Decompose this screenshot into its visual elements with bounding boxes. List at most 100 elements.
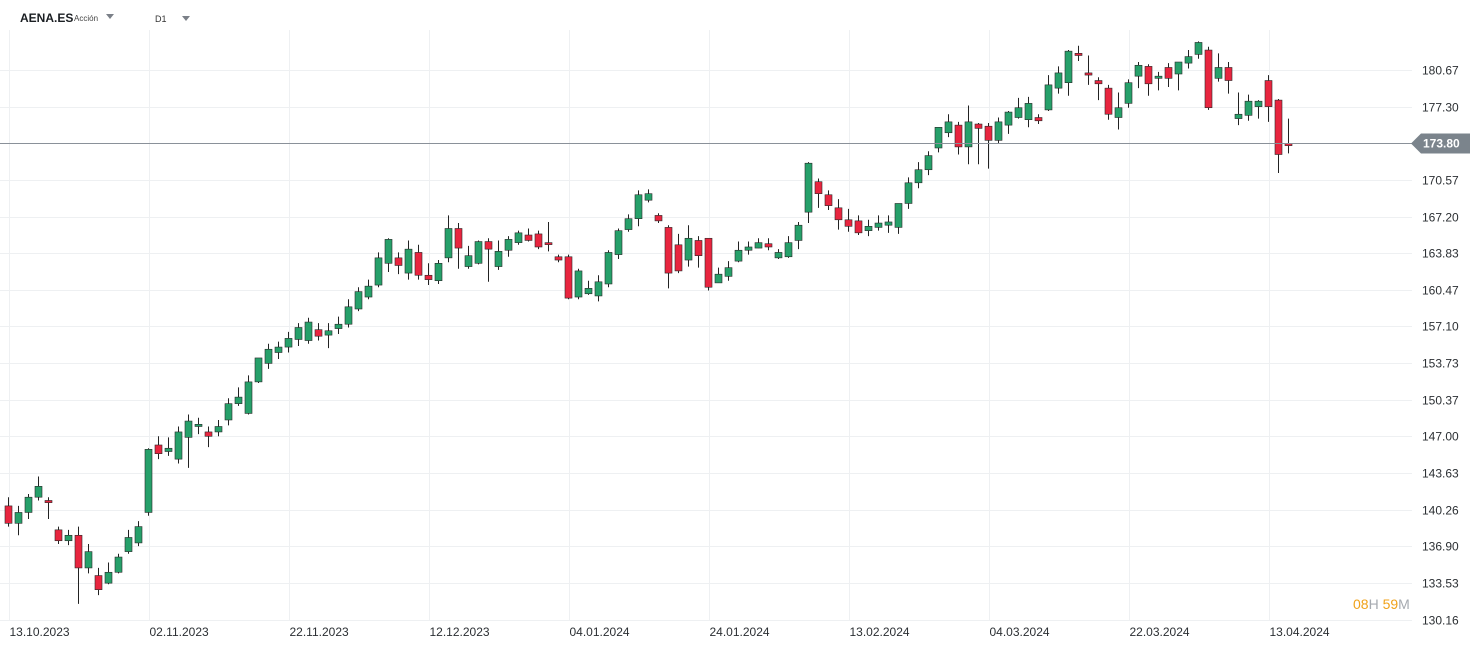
candle-body-up <box>474 241 483 264</box>
symbol-name[interactable]: AENA.ES <box>20 11 74 25</box>
candle <box>954 121 963 155</box>
candle-body-down <box>1084 72 1093 76</box>
candle-body-up <box>384 239 393 264</box>
candle-body-up <box>624 218 633 230</box>
candle-body-down <box>564 256 573 299</box>
candle-body-up <box>914 169 923 184</box>
price-tick-label: 130.16 <box>1422 614 1459 628</box>
instrument-type-label: Acción <box>74 14 99 23</box>
candle <box>154 436 163 460</box>
candle <box>164 437 173 456</box>
symbol-dropdown-chevron-icon[interactable] <box>106 14 114 19</box>
candle-body-up <box>584 288 593 295</box>
candle-body-up <box>614 230 623 255</box>
candle <box>844 208 853 232</box>
candle-body-up <box>1134 64 1143 77</box>
candle-body-up <box>284 338 293 348</box>
price-tick-label: 157.10 <box>1422 320 1459 334</box>
candle <box>314 323 323 341</box>
candle <box>64 529 73 546</box>
candle <box>884 215 893 233</box>
candle <box>1224 62 1233 94</box>
candle <box>794 221 803 250</box>
price-tick-label: 133.53 <box>1422 577 1459 591</box>
price-tick-label: 160.47 <box>1422 284 1459 298</box>
candle <box>924 151 933 176</box>
candle <box>304 317 313 344</box>
candle <box>694 236 703 268</box>
candle-body-up <box>644 193 653 201</box>
candle-body-up <box>1014 107 1023 118</box>
candle-body-down <box>654 215 663 222</box>
candle-body-up <box>494 251 503 267</box>
candle <box>784 236 793 258</box>
candle <box>184 414 193 468</box>
candle <box>1074 45 1083 61</box>
candle <box>74 526 83 604</box>
candle <box>994 117 1003 144</box>
candle-body-down <box>154 444 163 454</box>
chart-toolbar: AENA.ES Acción D1 <box>0 0 400 34</box>
candle <box>494 240 503 270</box>
price-tick-label: 150.37 <box>1422 394 1459 408</box>
candle <box>404 240 413 280</box>
candle-body-up <box>1214 67 1223 79</box>
candle-body-up <box>324 330 333 336</box>
candle <box>1254 100 1263 119</box>
candle-body-up <box>224 403 233 421</box>
candle <box>1034 114 1043 125</box>
candle-body-down <box>694 240 703 256</box>
candle-body-down <box>674 244 683 272</box>
candle <box>1014 97 1023 119</box>
current-price-tag <box>1411 133 1470 154</box>
candle <box>1154 71 1163 91</box>
candle <box>1284 118 1293 154</box>
candle-body-up <box>804 162 813 213</box>
candle-body-up <box>114 556 123 573</box>
candle-body-up <box>254 357 263 383</box>
candle-body-up <box>734 249 743 262</box>
candle-body-down <box>844 219 853 227</box>
candle-body-down <box>544 242 553 245</box>
candle <box>1274 99 1283 173</box>
candle <box>444 215 453 263</box>
candle-body-up <box>924 155 933 171</box>
candle-body-up <box>1254 100 1263 107</box>
candle <box>1134 62 1143 89</box>
candle-body-up <box>14 512 23 524</box>
candle <box>804 162 813 224</box>
candle <box>1234 92 1243 126</box>
candle-body-down <box>484 241 493 250</box>
candle-body-up <box>464 255 473 267</box>
candle <box>914 162 923 189</box>
candle-body-up <box>684 237 693 261</box>
chart-grid <box>0 30 1412 621</box>
candle <box>854 215 863 236</box>
candle-body-up <box>574 270 583 298</box>
candle <box>1114 92 1123 130</box>
candle <box>244 375 253 415</box>
candle-body-down <box>1074 53 1083 56</box>
candle <box>1104 84 1113 120</box>
candle-body-up <box>724 267 733 277</box>
candle-body-down <box>1034 117 1043 122</box>
candle <box>764 238 773 251</box>
candle <box>1124 79 1133 108</box>
timeframe-dropdown-chevron-icon[interactable] <box>182 16 190 21</box>
candle <box>524 228 533 242</box>
candle-body-down <box>1204 49 1213 109</box>
candle-body-down <box>454 228 463 249</box>
candle-body-up <box>994 121 1003 141</box>
candle <box>1184 50 1193 69</box>
candle <box>144 448 153 516</box>
candle-body-up <box>904 182 913 204</box>
candle-body-up <box>364 285 373 298</box>
candles <box>4 41 1293 604</box>
date-tick-label: 22.03.2024 <box>1130 625 1190 639</box>
candle <box>704 237 713 291</box>
candle <box>904 177 913 209</box>
date-tick-label: 22.11.2023 <box>290 625 349 639</box>
timeframe-label[interactable]: D1 <box>155 14 167 24</box>
date-tick-label: 02.11.2023 <box>150 625 209 639</box>
